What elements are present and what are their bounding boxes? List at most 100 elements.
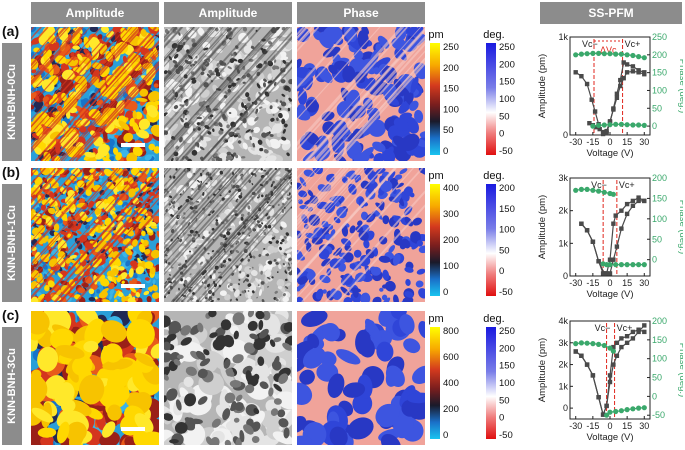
phase-bottom-point <box>630 406 636 412</box>
deg-tick-label: 200 <box>499 59 515 70</box>
deg-tick-label: 150 <box>499 204 515 215</box>
vc-plus-label: Vc+ <box>617 323 633 333</box>
amplitude-up-point <box>592 109 598 114</box>
header-phase: Phase <box>297 2 425 24</box>
amplitude-gray-map <box>164 168 292 302</box>
amplitude-up-point <box>600 412 606 417</box>
phase-top-point <box>584 340 590 346</box>
scale-bar <box>121 284 145 288</box>
x-tick-label: 0 <box>607 278 612 288</box>
phase-bottom-line <box>592 123 645 127</box>
deg-tick-label: -50 <box>499 287 513 298</box>
deg-tick-label: 150 <box>499 361 515 372</box>
x-axis-label: Voltage (V) <box>587 148 634 159</box>
header-amplitude-color: Amplitude <box>31 2 159 24</box>
sspfm-chart: -30 -15 0 15 30 0 1k 2k 3k 4k -50 0 50 100 150 200 Volta… <box>537 316 683 443</box>
amplitude-up-point <box>579 221 584 226</box>
y-tick-label: 0 <box>563 271 568 281</box>
amplitude-up-point <box>607 379 613 385</box>
phase-bottom-point <box>613 121 619 127</box>
amplitude-up-point <box>614 244 620 249</box>
y2-tick-label: 0 <box>652 391 657 401</box>
amplitude-up-point <box>604 403 609 409</box>
amplitude-up-point <box>642 323 647 328</box>
amplitude-down-point <box>624 201 630 207</box>
amplitude-up-point <box>589 97 594 102</box>
amplitude-up-point <box>611 362 616 367</box>
amplitude-gray-map <box>164 311 292 445</box>
phase-bottom-point <box>607 409 613 415</box>
y-tick-label: 0 <box>563 403 568 413</box>
x-tick-label: 0 <box>607 137 612 147</box>
amplitude-down-point <box>594 125 599 130</box>
x-tick-label: -15 <box>586 421 599 431</box>
amplitude-down-point <box>611 344 616 350</box>
amplitude-down-point <box>607 373 613 378</box>
scale-bar <box>121 143 145 147</box>
colorbars: pm deg. 800 600 400 200 0 250 200 150 100 50 0 -50 <box>428 313 515 441</box>
phase-map <box>297 27 425 161</box>
amplitude-up-point <box>642 72 647 77</box>
amplitude-up-point <box>621 76 626 81</box>
pm-tick-label: 200 <box>443 63 459 74</box>
phase-colorbar <box>486 184 496 296</box>
amplitude-up-point <box>602 271 607 276</box>
phase-top-point <box>610 191 616 197</box>
vc-minus-label: Vc− <box>595 323 611 333</box>
deg-tick-label: -50 <box>499 430 513 441</box>
pm-tick-label: 0 <box>443 146 448 157</box>
amplitude-down-point <box>636 327 641 332</box>
pm-tick-label: 50 <box>443 125 454 136</box>
phase-bottom-point <box>590 123 596 129</box>
phase-bottom-point <box>641 405 647 411</box>
phase-top-point <box>607 51 613 57</box>
amplitude-down-point <box>630 198 636 204</box>
phase-top-point <box>573 341 579 347</box>
x-tick-label: 15 <box>622 421 632 431</box>
scale-bar <box>121 427 145 431</box>
amplitude-up-point <box>624 211 630 217</box>
phase-top-point <box>596 341 602 347</box>
amplitude-up-line <box>580 200 645 275</box>
panel-letter: (c) <box>2 307 20 323</box>
deg-tick-label: 50 <box>499 111 510 122</box>
amplitude-up-point <box>600 131 606 137</box>
y-axis-label: Amplitude (pm) <box>537 54 548 118</box>
amplitude-down-point <box>624 334 630 339</box>
phase-top-point <box>578 51 584 57</box>
deg-tick-label: 100 <box>499 225 515 236</box>
amplitude-up-point <box>584 362 590 367</box>
pm-unit-label: pm <box>428 170 443 182</box>
phase-top-point <box>601 51 607 57</box>
amplitude-up-point <box>618 83 623 89</box>
phase-bottom-point <box>618 408 624 414</box>
y2-tick-label: 100 <box>652 85 667 95</box>
deg-tick-label: 200 <box>499 343 515 354</box>
pm-tick-label: 0 <box>443 287 448 298</box>
y2-tick-label: 200 <box>652 173 667 183</box>
y2-tick-label: 0 <box>652 121 657 131</box>
deg-tick-label: 50 <box>499 395 510 406</box>
pm-unit-label: pm <box>428 313 443 325</box>
amplitude-up-point <box>579 74 584 79</box>
sample-label-text: KNN-BNH-1Cu <box>6 205 18 281</box>
amplitude-color-map <box>31 168 159 302</box>
y2-tick-label: 150 <box>652 193 667 203</box>
phase-top-point <box>573 52 579 58</box>
phase-bottom-point <box>601 122 607 128</box>
phase-top-point <box>590 50 596 56</box>
amplitude-up-point <box>614 353 620 358</box>
phase-top-point <box>590 341 596 347</box>
phase-bottom-point <box>641 122 647 128</box>
amplitude-down-point <box>614 340 620 345</box>
amplitude-up-point <box>630 336 636 341</box>
amplitude-down-point <box>618 77 623 83</box>
amplitude-up-point <box>619 226 624 231</box>
vc-minus-label: Vc− <box>591 180 607 190</box>
amplitude-down-point <box>624 62 630 67</box>
y2-tick-label: 0 <box>652 255 657 265</box>
amplitude-up-point <box>579 353 584 358</box>
amplitude-up-point <box>584 81 590 87</box>
x-tick-label: 0 <box>607 421 612 431</box>
